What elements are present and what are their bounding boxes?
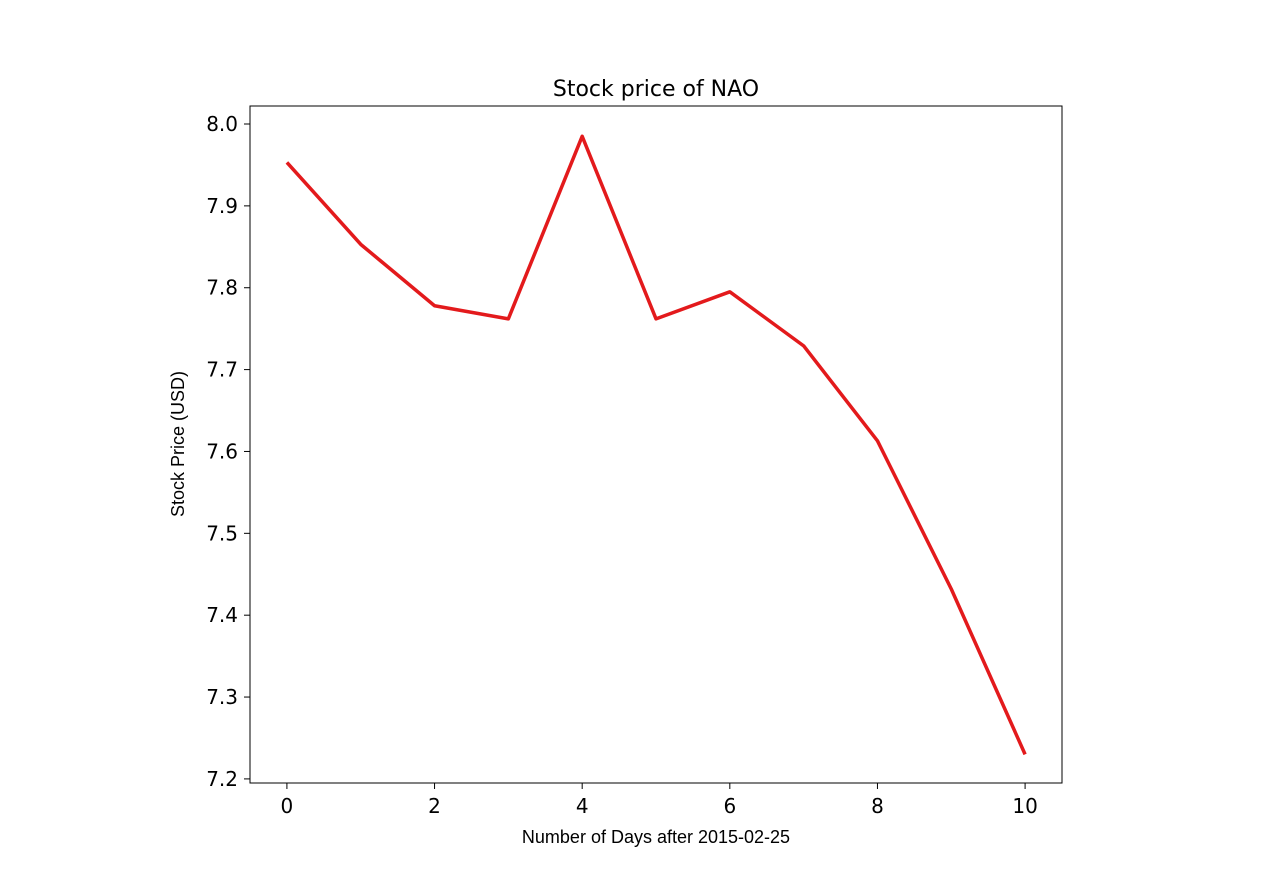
- y-tick-label: 7.8: [206, 276, 238, 300]
- x-tick-label: 0: [281, 794, 294, 818]
- y-tick-label: 7.2: [206, 767, 238, 791]
- y-axis-label: Stock Price (USD): [168, 371, 188, 517]
- y-tick-label: 7.5: [206, 521, 238, 545]
- plot-frame: [249, 105, 1063, 784]
- x-axis: 0 2 4 6 8 10: [281, 783, 1038, 818]
- y-tick-label: 7.7: [206, 358, 238, 382]
- x-tick-label: 2: [428, 794, 441, 818]
- y-axis: 7.2 7.3 7.4 7.5 7.6 7.7 7.8 7.9 8.0: [206, 112, 250, 791]
- x-axis-label: Number of Days after 2015-02-25: [522, 827, 790, 847]
- y-tick-label: 7.9: [206, 194, 238, 218]
- series-group: [285, 134, 1027, 756]
- y-tick-label: 7.4: [206, 603, 238, 627]
- series-line: [285, 134, 1027, 756]
- y-tick-label: 7.3: [206, 685, 238, 709]
- chart-title: Stock price of NAO: [553, 77, 759, 102]
- x-tick-label: 10: [1012, 794, 1037, 818]
- x-tick-label: 4: [576, 794, 589, 818]
- x-tick-label: 6: [723, 794, 736, 818]
- y-tick-label: 7.6: [206, 439, 238, 463]
- x-tick-label: 8: [871, 794, 884, 818]
- plot-area: 7.2 7.3 7.4 7.5 7.6 7.7 7.8 7.9 8.0 0 2 4 6 8 10: [206, 105, 1063, 818]
- y-tick-label: 8.0: [206, 112, 238, 136]
